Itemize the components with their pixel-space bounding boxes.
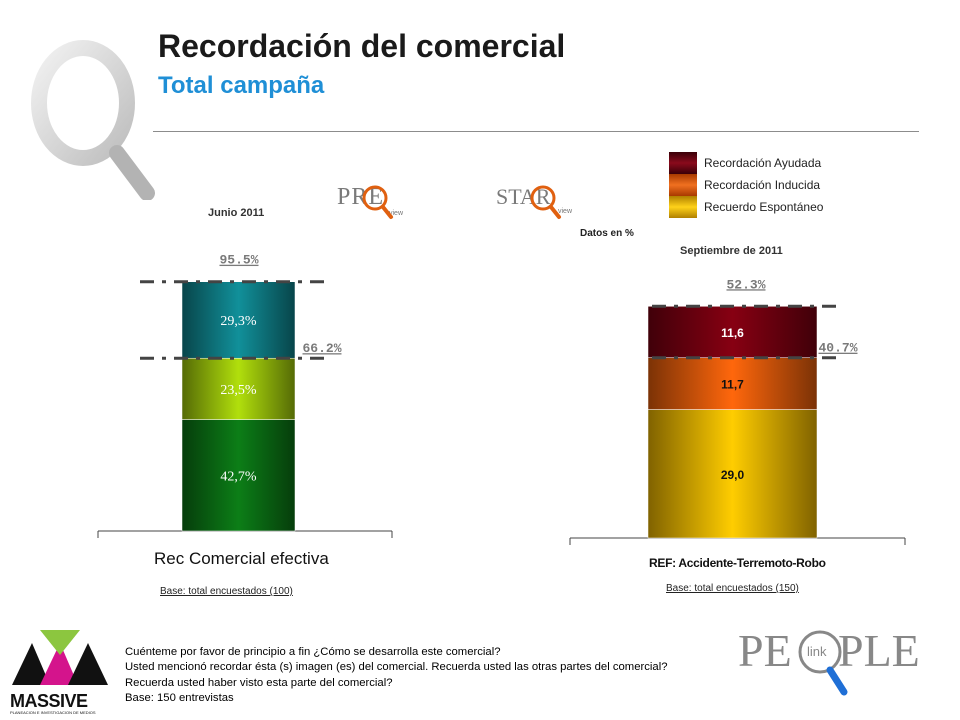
chart-1-category: Rec Comercial efectiva	[154, 549, 329, 568]
header-divider	[153, 131, 919, 132]
page-title: Recordación del comercial	[158, 28, 566, 64]
people-magnifier-icon	[798, 630, 848, 696]
preview-logo-sub: view	[389, 210, 404, 217]
data-unit-note: Datos en %	[580, 228, 634, 239]
preview-magnifier-icon	[362, 185, 393, 219]
massive-logo-mark	[12, 630, 108, 685]
data-label: 42,7%	[220, 469, 257, 484]
total-label: 66.2%	[302, 341, 341, 356]
legend-swatch	[669, 196, 697, 218]
data-label: 29,3%	[220, 314, 257, 329]
footnote-line: Base: 150 entrevistas	[125, 691, 234, 704]
data-label: 11,6	[721, 326, 744, 340]
data-label: 29,0	[721, 468, 745, 482]
preview-logo: PRE view	[337, 184, 417, 224]
people-logo-right: PLE	[838, 625, 920, 676]
bar-segment	[181, 419, 296, 532]
people-logo-mid: link	[807, 644, 827, 659]
chart-2-base: Base: total encuestados (150)	[666, 583, 799, 594]
chart-1-period: Junio 2011	[208, 207, 265, 219]
bar-segment	[647, 357, 818, 410]
legend-swatch	[669, 174, 697, 196]
bar-segment	[181, 281, 296, 359]
people-logo-left: PE	[738, 625, 792, 676]
legend-label: Recuerdo Espontáneo	[704, 200, 824, 214]
massive-logo-sub: PLANEACION E INVESTIGACION DE MEDIOS	[10, 710, 96, 715]
people-link-logo: PE link PLE	[738, 624, 920, 704]
legend-label: Recordación Ayudada	[704, 156, 822, 170]
bar-segment	[181, 357, 296, 420]
footnote-line: Cuénteme por favor de principio a fin ¿C…	[125, 646, 501, 658]
massive-logo: MASSIVE PLANEACION E INVESTIGACION DE ME…	[10, 625, 110, 715]
starview-magnifier-icon	[530, 185, 561, 219]
page-subtitle: Total campaña	[158, 72, 325, 99]
total-label: 52.3%	[726, 277, 765, 292]
data-label: 11,7	[721, 378, 744, 392]
total-label: 40.7%	[818, 341, 857, 356]
starview-logo: STAR view	[496, 184, 586, 224]
footnote-line: Usted mencionó recordar ésta (s) imagen …	[125, 661, 668, 674]
footnote: Cuénteme por favor de principio a fin ¿C…	[125, 645, 668, 706]
legend-swatch	[669, 152, 697, 174]
data-label: 23,5%	[220, 383, 257, 398]
chart-2-period: Septiembre de 2011	[680, 245, 783, 257]
magnifier-q-icon	[31, 40, 155, 200]
footnote-line: Recuerda usted haber visto esta parte de…	[125, 676, 393, 689]
bar-segment	[647, 409, 818, 539]
total-label: 95.5%	[219, 253, 258, 268]
chart-2-category: REF: Accidente-Terremoto-Robo	[649, 556, 826, 570]
massive-logo-text: MASSIVE	[10, 691, 88, 711]
starview-logo-sub: view	[558, 208, 573, 215]
chart-1-base: Base: total encuestados (100)	[160, 586, 293, 597]
legend-label: Recordación Inducida	[704, 178, 821, 192]
